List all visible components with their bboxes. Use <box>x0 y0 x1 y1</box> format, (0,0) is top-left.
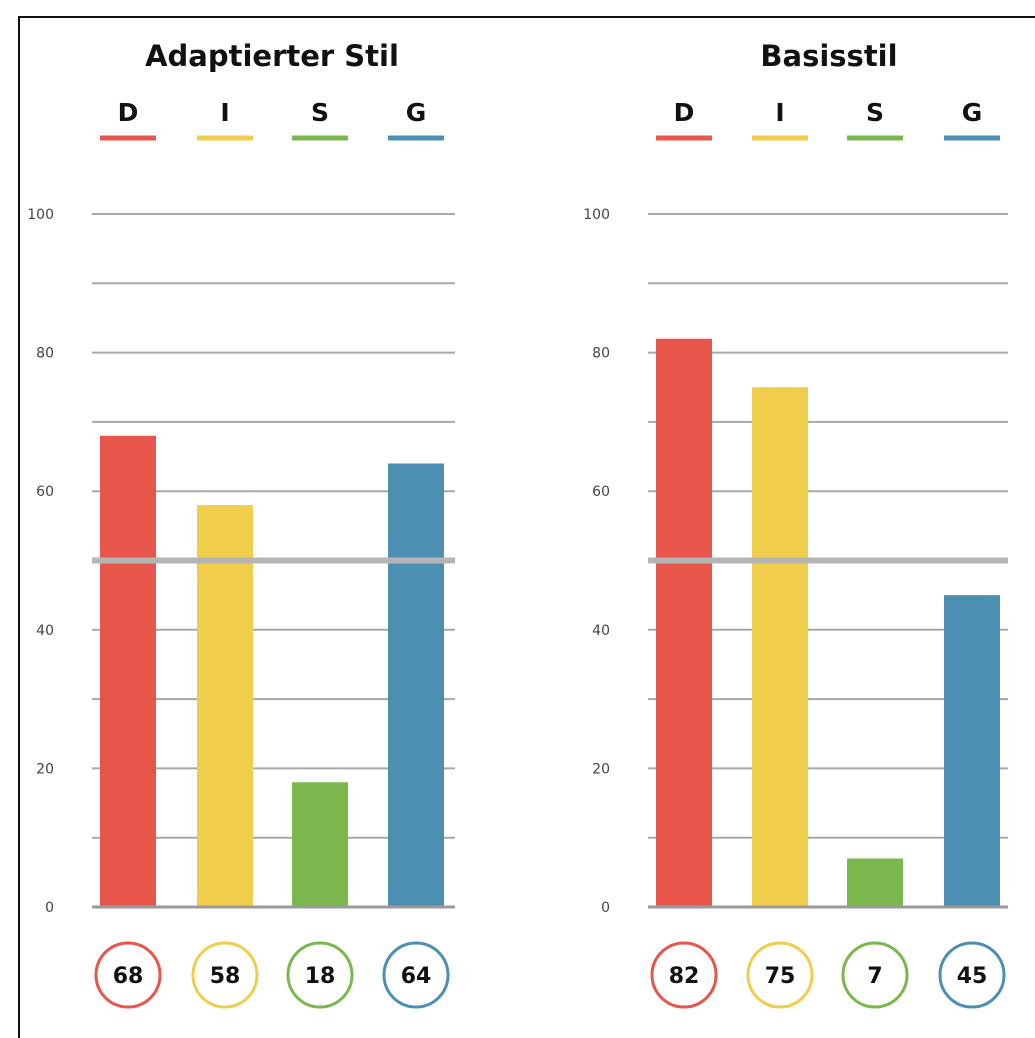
basis-y-tick-label-60: 60 <box>592 484 610 500</box>
adapted-y-tick-label-60: 60 <box>36 484 54 500</box>
basis-y-tick-label-100: 100 <box>583 207 610 223</box>
basis-y-tick-label-40: 40 <box>592 623 610 639</box>
adapted-value-badge-g <box>382 941 450 1009</box>
adapted-legend-label-g: G <box>406 98 427 127</box>
basis-chart-title: Basisstil <box>760 39 897 73</box>
adapted-value-label-g: 64 <box>401 964 432 989</box>
adapted-y-tick-label-100: 100 <box>27 207 54 223</box>
adapted-value-badge-i <box>191 941 259 1009</box>
adapted-bar-d <box>100 435 156 907</box>
basis-value-badge-s <box>841 941 909 1009</box>
basis-legend-label-d: D <box>674 98 695 127</box>
adapted-bar-s <box>292 782 348 907</box>
adapted-value-label-s: 18 <box>305 964 336 989</box>
adapted-y-tick-label-20: 20 <box>36 761 54 777</box>
adapted-value-badge-s <box>286 941 354 1009</box>
adapted-bar-g <box>388 463 444 907</box>
adapted-bar-i <box>197 505 253 907</box>
adapted-legend-label-d: D <box>118 98 139 127</box>
adapted-value-badge-d <box>94 941 162 1009</box>
adapted-y-tick-label-80: 80 <box>36 346 54 362</box>
basis-value-label-i: 75 <box>765 964 796 989</box>
basis-bar-i <box>752 387 808 907</box>
adapted-legend-label-i: I <box>220 98 229 127</box>
basis-value-badge-g <box>938 941 1006 1009</box>
basis-value-label-d: 82 <box>669 964 700 989</box>
basis-value-badge-i <box>746 941 814 1009</box>
basis-y-tick-label-0: 0 <box>601 900 610 916</box>
adapted-chart-title: Adaptierter Stil <box>145 39 399 73</box>
basis-value-label-s: 7 <box>867 964 882 989</box>
basis-legend-label-i: I <box>775 98 784 127</box>
basis-y-tick-label-20: 20 <box>592 761 610 777</box>
adapted-y-tick-label-0: 0 <box>45 900 54 916</box>
adapted-legend-label-s: S <box>311 98 329 127</box>
adapted-value-label-i: 58 <box>210 964 241 989</box>
adapted-value-label-d: 68 <box>113 964 144 989</box>
basis-bar-d <box>656 338 712 907</box>
basis-value-badge-d <box>650 941 718 1009</box>
basis-y-tick-label-80: 80 <box>592 346 610 362</box>
basis-value-label-g: 45 <box>957 964 988 989</box>
basis-bar-s <box>847 858 903 907</box>
basis-legend-label-s: S <box>866 98 884 127</box>
basis-legend-label-g: G <box>962 98 983 127</box>
basis-bar-g <box>944 595 1000 907</box>
adapted-y-tick-label-40: 40 <box>36 623 54 639</box>
